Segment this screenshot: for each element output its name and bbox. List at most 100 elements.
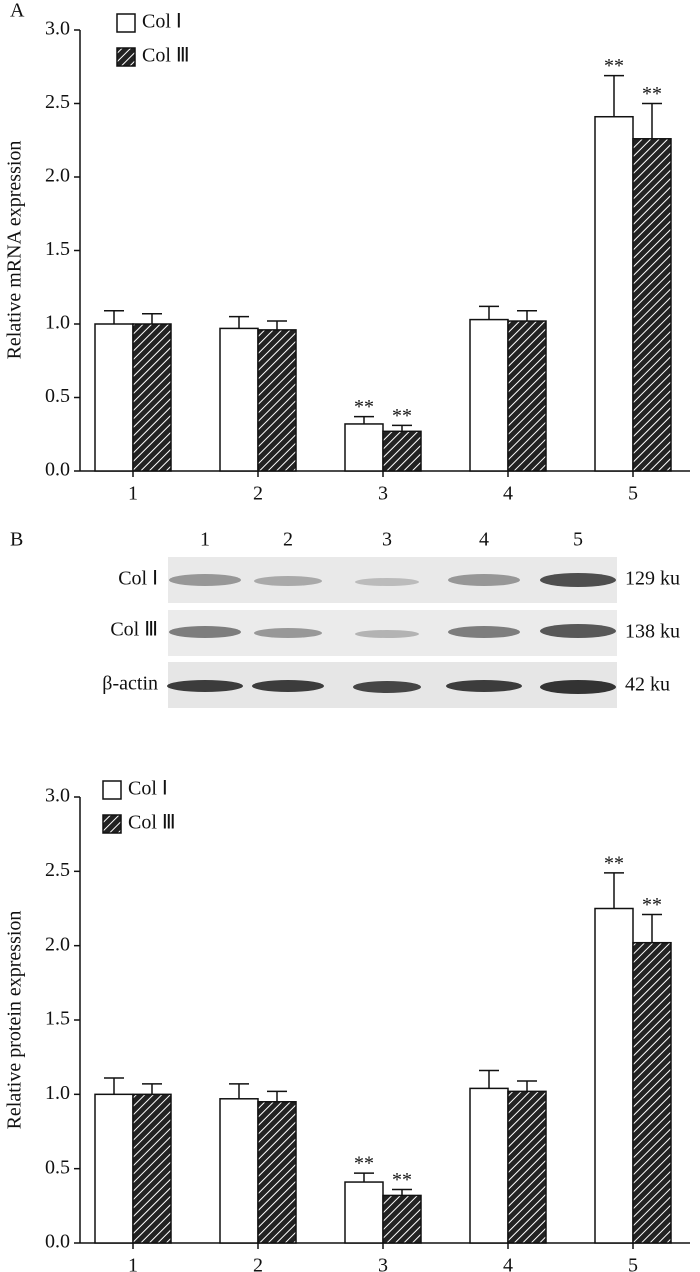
significance: **: [642, 894, 662, 916]
x-tick-label: 4: [503, 483, 513, 505]
bar: [632, 138, 672, 472]
error-bar: [267, 1090, 287, 1102]
bar: [132, 1093, 172, 1244]
x-tick-label: 3: [378, 483, 388, 505]
error-bar: [517, 1080, 537, 1092]
bar: [344, 1181, 384, 1244]
y-tick-label: 1.5: [45, 238, 70, 260]
error-bar: [104, 1077, 124, 1095]
band: [540, 624, 616, 638]
y-tick-label: 1.5: [45, 1008, 70, 1030]
band: [448, 574, 520, 586]
bands: [167, 573, 616, 694]
error-bar: [604, 872, 624, 909]
western-blot: 1 2 3 4 5 Col Ⅰ Col Ⅲ β-actin 129 ku 138…: [102, 529, 680, 708]
y-axis-label: Relative protein expression: [4, 911, 26, 1130]
y-tick-label: 3.0: [45, 18, 70, 40]
x-tick-label: 2: [253, 1255, 263, 1272]
bar: [344, 423, 384, 472]
error-bar: [267, 320, 287, 330]
significance: **: [604, 55, 624, 77]
y-tick-label: 0.5: [45, 385, 70, 407]
significance: **: [354, 396, 374, 418]
error-bar: [479, 1069, 499, 1089]
y-tick-label: 2.5: [45, 859, 70, 881]
significance: **: [604, 852, 624, 874]
error-bar: [142, 1083, 162, 1095]
error-bar: [142, 312, 162, 324]
bar: [632, 941, 672, 1244]
bar: [94, 1093, 134, 1244]
bar: [219, 1098, 259, 1244]
bar: [594, 115, 634, 472]
size-label: 138 ku: [625, 621, 680, 643]
y-tick-label: 0.0: [45, 459, 70, 481]
bar: [469, 318, 509, 472]
error-bar: [517, 310, 537, 322]
bar: [132, 323, 172, 472]
error-bar: [354, 415, 374, 424]
error-bar: [104, 310, 124, 324]
bar: [507, 1090, 547, 1244]
band: [446, 680, 522, 692]
x-tick-label: 2: [253, 483, 263, 505]
legend-swatch: [116, 13, 136, 33]
legend-label: Col Ⅰ: [128, 778, 168, 800]
band: [355, 578, 419, 586]
error-bar: [604, 74, 624, 117]
error-bar: [354, 1172, 374, 1183]
x-tick-label: 5: [628, 1255, 638, 1272]
band: [540, 573, 616, 587]
error-bar: [642, 102, 662, 139]
band: [353, 681, 421, 693]
band: [448, 626, 520, 638]
band: [252, 680, 324, 692]
bar: [469, 1087, 509, 1244]
error-bar: [392, 424, 412, 432]
lane-label: 2: [283, 529, 293, 551]
bar: [257, 329, 297, 472]
y-tick-label: 2.5: [45, 91, 70, 113]
size-label: 42 ku: [625, 674, 670, 696]
legend-label: Col Ⅲ: [128, 812, 176, 834]
lane-label: 1: [200, 529, 210, 551]
bar: [594, 907, 634, 1244]
panel-label: A: [10, 0, 25, 22]
y-axis-label: Relative mRNA expression: [4, 141, 26, 360]
legend-label: Col Ⅰ: [142, 11, 182, 33]
bar: [219, 327, 259, 472]
lane-label: 4: [479, 529, 489, 551]
band: [167, 680, 243, 692]
panel-label: B: [10, 529, 23, 551]
row-label: Col Ⅰ: [118, 568, 158, 590]
legend-swatch: [102, 780, 122, 800]
band: [169, 574, 241, 586]
lane-label: 5: [573, 529, 583, 551]
bar: [257, 1101, 297, 1244]
x-tick-label: 5: [628, 483, 638, 505]
y-tick-label: 2.0: [45, 165, 70, 187]
band: [254, 576, 322, 586]
y-tick-label: 1.0: [45, 1082, 70, 1104]
significance: **: [642, 83, 662, 105]
legend-swatch: [116, 47, 136, 67]
row-label: β-actin: [102, 673, 158, 695]
bar: [382, 430, 422, 472]
band: [540, 680, 616, 694]
error-bar: [479, 305, 499, 320]
error-bar: [642, 913, 662, 943]
x-tick-label: 1: [128, 483, 138, 505]
y-tick-label: 1.0: [45, 312, 70, 334]
error-bar: [392, 1188, 412, 1196]
y-tick-label: 0.0: [45, 1231, 70, 1253]
significance: **: [392, 405, 412, 427]
legend-swatch: [102, 814, 122, 834]
legend-label: Col Ⅲ: [142, 45, 190, 67]
x-tick-label: 4: [503, 1255, 513, 1272]
y-tick-label: 3.0: [45, 785, 70, 807]
x-tick-label: 1: [128, 1255, 138, 1272]
y-tick-label: 2.0: [45, 933, 70, 955]
size-label: 129 ku: [625, 568, 680, 590]
significance: **: [392, 1169, 412, 1191]
